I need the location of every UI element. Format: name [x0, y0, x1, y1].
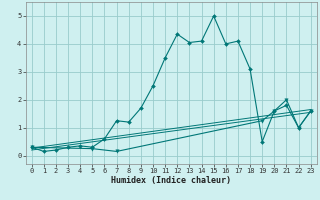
X-axis label: Humidex (Indice chaleur): Humidex (Indice chaleur) [111, 176, 231, 185]
